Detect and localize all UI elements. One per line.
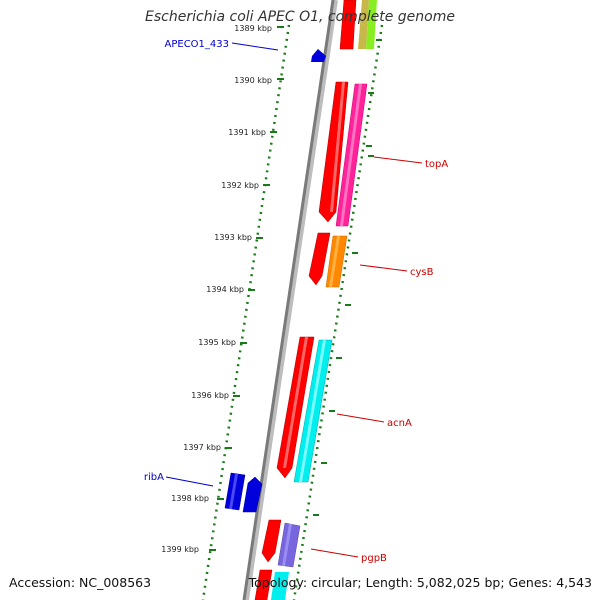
left-track-guide: [201, 24, 291, 600]
gene-feature[interactable]: [339, 0, 357, 50]
kbp-tick-labels: 1389 kbp 1390 kbp 1391 kbp 1392 kbp 1393…: [161, 24, 272, 554]
callout-line-riba: [165, 476, 214, 487]
tick-label: 1398 kbp: [171, 494, 209, 503]
right-track-guide: [292, 24, 384, 600]
tick-label: 1390 kbp: [234, 76, 272, 85]
genome-backbone: [242, 0, 335, 600]
kbp-tick-marks: [209, 26, 284, 551]
gene-highlight: [330, 82, 345, 212]
gene-feature-purple[interactable]: [277, 522, 301, 568]
gene-label-acna[interactable]: acnA: [387, 418, 412, 429]
callout-line-pgpb: [310, 548, 359, 558]
gene-feature-apeco1-433[interactable]: [311, 49, 326, 62]
gene-highlight: [299, 340, 326, 482]
backbone-shadow: [243, 0, 338, 600]
gene-label-pgpb[interactable]: pgpB: [361, 553, 387, 564]
gene-highlight: [283, 337, 308, 468]
gene-label-apeco1-433[interactable]: APECO1_433: [165, 39, 230, 50]
callout-line-topa: [373, 156, 423, 164]
tick-label: 1395 kbp: [198, 338, 236, 347]
gene-feature[interactable]: [366, 0, 377, 49]
gene-highlight: [282, 524, 292, 566]
tick-label: 1389 kbp: [234, 24, 272, 33]
accession-info: Accession: NC_008563: [9, 575, 152, 590]
gene-callouts: [165, 42, 423, 558]
genome-stats: Topology: circular; Length: 5,082,025 bp…: [248, 575, 592, 590]
tick-label: 1392 kbp: [221, 181, 259, 190]
gene-label-cysb[interactable]: cysB: [410, 267, 434, 278]
gene-label-riba[interactable]: ribA: [144, 472, 164, 483]
minor-tick-marks: [313, 39, 382, 516]
gene-features: [224, 0, 377, 600]
gene-highlight: [229, 474, 238, 509]
gene-label-topa[interactable]: topA: [425, 159, 448, 170]
tick-label: 1399 kbp: [161, 545, 199, 554]
gene-highlight: [329, 236, 340, 287]
callout-line-apeco1-433: [231, 42, 279, 51]
tick-label: 1393 kbp: [214, 233, 252, 242]
gene-highlight: [340, 84, 362, 226]
gene-feature[interactable]: [271, 572, 289, 600]
map-title: Escherichia coli APEC O1, complete genom…: [145, 9, 455, 25]
tick-label: 1396 kbp: [191, 391, 229, 400]
gene-feature-blue[interactable]: [242, 476, 263, 513]
callout-line-cysb: [359, 264, 408, 272]
tick-label: 1391 kbp: [228, 128, 266, 137]
gene-feature[interactable]: [254, 569, 273, 600]
gene-feature-cysb[interactable]: [308, 232, 331, 286]
gene-labels: APECO1_433 topA cysB acnA ribA pgpB: [144, 39, 448, 564]
gene-feature[interactable]: [358, 0, 369, 49]
callout-line-acna: [336, 413, 385, 423]
tick-label: 1394 kbp: [206, 285, 244, 294]
tick-label: 1397 kbp: [183, 443, 221, 452]
gene-feature-pgpb[interactable]: [261, 519, 282, 563]
